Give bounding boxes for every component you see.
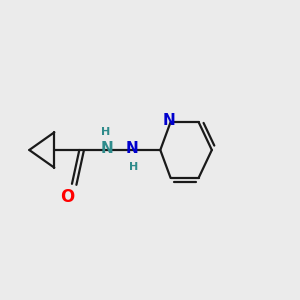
Text: H: H: [101, 127, 110, 137]
Text: O: O: [60, 188, 75, 206]
Text: H: H: [129, 162, 138, 172]
Text: N: N: [101, 141, 114, 156]
Text: N: N: [163, 113, 175, 128]
Text: N: N: [126, 141, 139, 156]
